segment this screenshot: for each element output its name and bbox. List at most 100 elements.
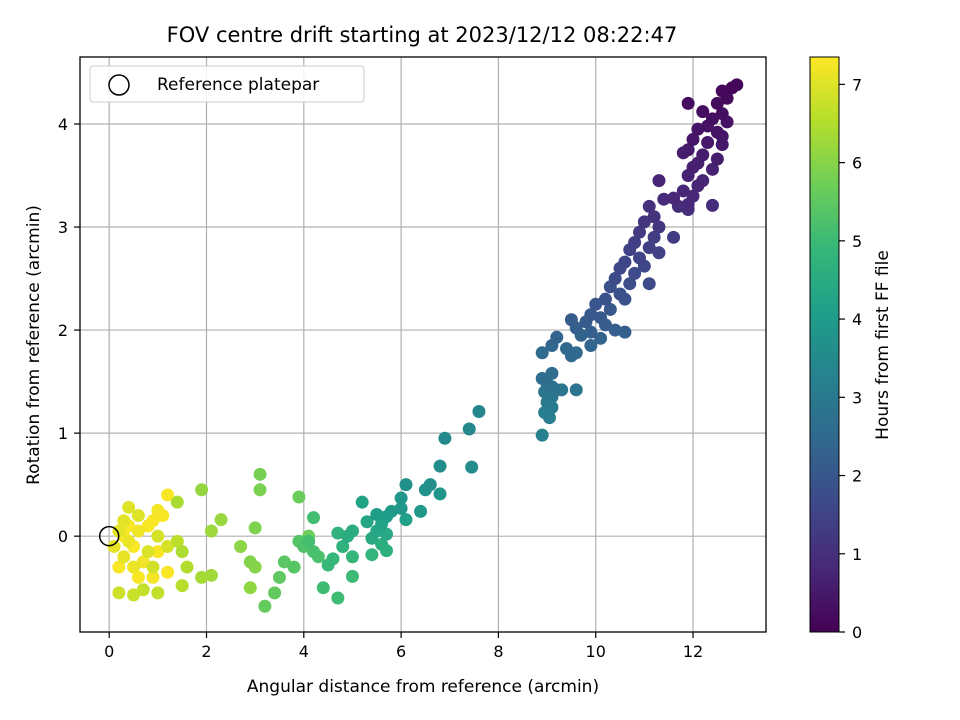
data-point: [302, 534, 316, 548]
data-point: [608, 272, 622, 286]
data-point: [642, 241, 656, 255]
data-point: [701, 136, 715, 150]
data-point: [307, 545, 321, 559]
data-point: [433, 487, 447, 501]
data-point: [234, 539, 248, 553]
data-point: [608, 323, 622, 337]
colorbar-tick-label: 3: [852, 388, 862, 407]
x-tick-label: 4: [299, 642, 309, 661]
data-point: [618, 255, 632, 269]
data-point: [175, 579, 189, 593]
data-point: [170, 534, 184, 548]
data-point: [107, 539, 121, 553]
data-point: [647, 230, 661, 244]
colorbar: [809, 56, 840, 633]
data-point: [127, 560, 141, 574]
data-point: [195, 570, 209, 584]
data-point: [715, 107, 729, 121]
data-point: [122, 534, 136, 548]
data-point: [628, 266, 642, 280]
data-point: [151, 503, 165, 517]
colorbar-ticks: 0 1 2 3 4 5 6 7: [839, 75, 862, 642]
colorbar-tick-label: 1: [852, 545, 862, 564]
data-point: [331, 591, 345, 605]
chart-title: FOV centre drift starting at 2023/12/12 …: [167, 23, 678, 47]
data-point: [151, 529, 165, 543]
data-point: [681, 96, 695, 110]
plot-frame: [79, 56, 767, 633]
data-point: [465, 460, 479, 474]
data-point: [603, 302, 617, 316]
x-tick-label: 8: [493, 642, 503, 661]
data-point: [667, 230, 681, 244]
x-tick-label: 2: [201, 642, 211, 661]
data-point: [657, 192, 671, 206]
colorbar-tick-label: 6: [852, 154, 862, 173]
data-point: [647, 210, 661, 224]
data-point: [326, 552, 340, 566]
data-point: [336, 539, 350, 553]
data-point: [535, 346, 549, 360]
data-point: [462, 422, 476, 436]
data-point: [112, 560, 126, 574]
data-point: [345, 569, 359, 583]
data-point: [394, 491, 408, 505]
data-point: [550, 330, 564, 344]
data-point: [628, 235, 642, 249]
data-point: [180, 560, 194, 574]
x-tick-label: 0: [104, 642, 114, 661]
data-point: [258, 599, 272, 613]
data-point: [696, 148, 710, 162]
data-point: [122, 500, 136, 514]
data-point: [686, 132, 700, 146]
data-point: [365, 548, 379, 562]
data-point: [375, 537, 389, 551]
legend-marker-reference: [108, 74, 130, 96]
data-point: [652, 246, 666, 260]
data-point: [681, 143, 695, 157]
data-point: [667, 191, 681, 205]
data-point: [652, 220, 666, 234]
y-axis-label: Rotation from reference (arcmin): [24, 205, 44, 485]
data-point: [545, 366, 559, 380]
colorbar-label: Hours from first FF file: [873, 250, 893, 440]
colorbar-tick-label: 4: [852, 310, 862, 329]
data-point: [214, 513, 228, 527]
data-point: [272, 570, 286, 584]
data-point: [117, 550, 131, 564]
data-point: [652, 174, 666, 188]
data-point: [686, 160, 700, 174]
data-point: [170, 495, 184, 509]
data-point: [151, 586, 165, 600]
data-point: [725, 81, 739, 95]
data-point: [146, 560, 160, 574]
data-point: [253, 483, 267, 497]
data-point: [360, 515, 374, 529]
data-point: [676, 184, 690, 198]
data-points: [98, 78, 744, 613]
data-point: [584, 339, 598, 353]
y-tick-label: 2: [58, 321, 68, 340]
data-point: [623, 277, 637, 291]
data-point: [618, 325, 632, 339]
data-point: [438, 431, 452, 445]
data-point: [710, 152, 724, 166]
data-point: [204, 568, 218, 582]
data-point: [131, 509, 145, 523]
data-point: [594, 331, 608, 345]
reference-platepar-marker: [98, 525, 120, 547]
data-point: [535, 428, 549, 442]
y-axis-ticks: 0 1 2 3 4: [58, 115, 80, 546]
data-point: [141, 545, 155, 559]
data-point: [569, 346, 583, 360]
data-point: [569, 383, 583, 397]
data-point: [151, 545, 165, 559]
data-point: [316, 581, 330, 595]
x-tick-label: 10: [586, 642, 606, 661]
data-point: [136, 555, 150, 569]
data-point: [277, 555, 291, 569]
data-point: [637, 215, 651, 229]
colorbar-tick-label: 7: [852, 75, 862, 94]
colorbar-tick-label: 5: [852, 232, 862, 251]
